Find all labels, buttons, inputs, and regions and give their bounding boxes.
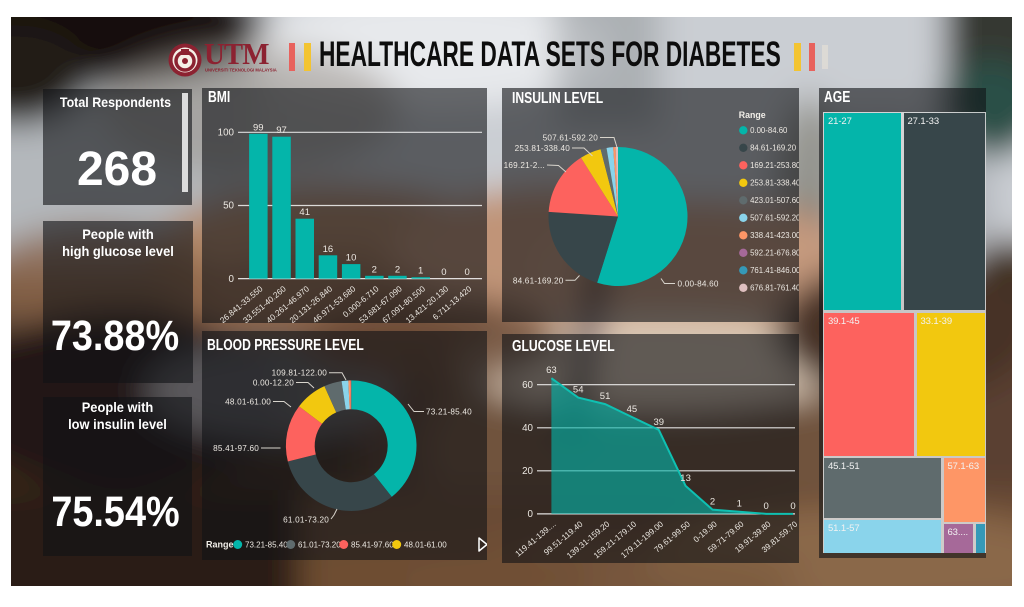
- svg-text:84.61-169.20: 84.61-169.20: [750, 144, 797, 153]
- svg-text:61.01-73.20: 61.01-73.20: [298, 540, 341, 549]
- svg-text:48.01-61.00: 48.01-61.00: [225, 398, 271, 407]
- svg-text:60: 60: [522, 380, 533, 391]
- svg-text:2: 2: [395, 264, 400, 275]
- svg-text:0: 0: [229, 274, 235, 285]
- svg-text:169.21-253.80: 169.21-253.80: [750, 161, 799, 170]
- svg-text:85.41-97.60: 85.41-97.60: [351, 540, 394, 549]
- svg-text:0: 0: [790, 501, 795, 512]
- svg-text:61.01-73.20: 61.01-73.20: [283, 516, 329, 525]
- svg-text:85.41-97.60: 85.41-97.60: [213, 444, 259, 453]
- svg-text:0.00-84.60: 0.00-84.60: [750, 126, 788, 135]
- svg-text:50: 50: [223, 201, 234, 212]
- svg-text:0: 0: [528, 509, 534, 520]
- svg-text:Range: Range: [206, 540, 234, 550]
- svg-text:51: 51: [600, 391, 611, 402]
- svg-text:40: 40: [522, 423, 533, 434]
- svg-text:507.61-592.20: 507.61-592.20: [750, 214, 799, 223]
- svg-text:2: 2: [372, 264, 377, 275]
- svg-text:48.01-61.00: 48.01-61.00: [404, 540, 447, 549]
- svg-text:41: 41: [299, 207, 310, 218]
- svg-text:423.01-507.60: 423.01-507.60: [750, 196, 799, 205]
- svg-text:1: 1: [418, 266, 423, 277]
- svg-text:100: 100: [218, 128, 235, 139]
- svg-text:253.81-338.40: 253.81-338.40: [750, 179, 799, 188]
- svg-text:338.41-423.00: 338.41-423.00: [750, 231, 799, 240]
- svg-text:0: 0: [764, 501, 769, 512]
- svg-text:676.81-761.40: 676.81-761.40: [750, 284, 799, 293]
- svg-text:0.00-84.60: 0.00-84.60: [678, 280, 719, 289]
- svg-text:0: 0: [464, 267, 469, 278]
- svg-text:16: 16: [323, 244, 334, 255]
- svg-text:592.21-676.80: 592.21-676.80: [750, 249, 799, 258]
- svg-text:73.21-85.40: 73.21-85.40: [245, 540, 288, 549]
- svg-text:1: 1: [737, 499, 742, 510]
- svg-text:54: 54: [573, 385, 584, 396]
- svg-text:10: 10: [346, 253, 357, 264]
- svg-text:0.00-12.20: 0.00-12.20: [253, 379, 294, 388]
- svg-text:97: 97: [276, 125, 287, 136]
- svg-text:13: 13: [680, 473, 691, 484]
- svg-text:20: 20: [522, 466, 533, 477]
- svg-text:169.21-2...: 169.21-2...: [504, 161, 545, 170]
- svg-text:Range: Range: [739, 110, 766, 120]
- svg-text:63: 63: [546, 365, 557, 376]
- svg-text:109.81-122.00: 109.81-122.00: [272, 369, 328, 378]
- svg-text:45: 45: [627, 404, 638, 415]
- svg-text:253.81-338.40: 253.81-338.40: [515, 144, 571, 153]
- svg-text:2: 2: [710, 497, 715, 508]
- svg-text:507.61-592.20: 507.61-592.20: [543, 134, 599, 143]
- svg-text:39: 39: [654, 417, 665, 428]
- svg-text:761.41-846.00: 761.41-846.00: [750, 266, 799, 275]
- svg-text:99: 99: [253, 122, 264, 133]
- svg-text:0: 0: [441, 267, 446, 278]
- svg-text:73.21-85.40: 73.21-85.40: [426, 408, 472, 417]
- svg-text:84.61-169.20: 84.61-169.20: [513, 276, 564, 285]
